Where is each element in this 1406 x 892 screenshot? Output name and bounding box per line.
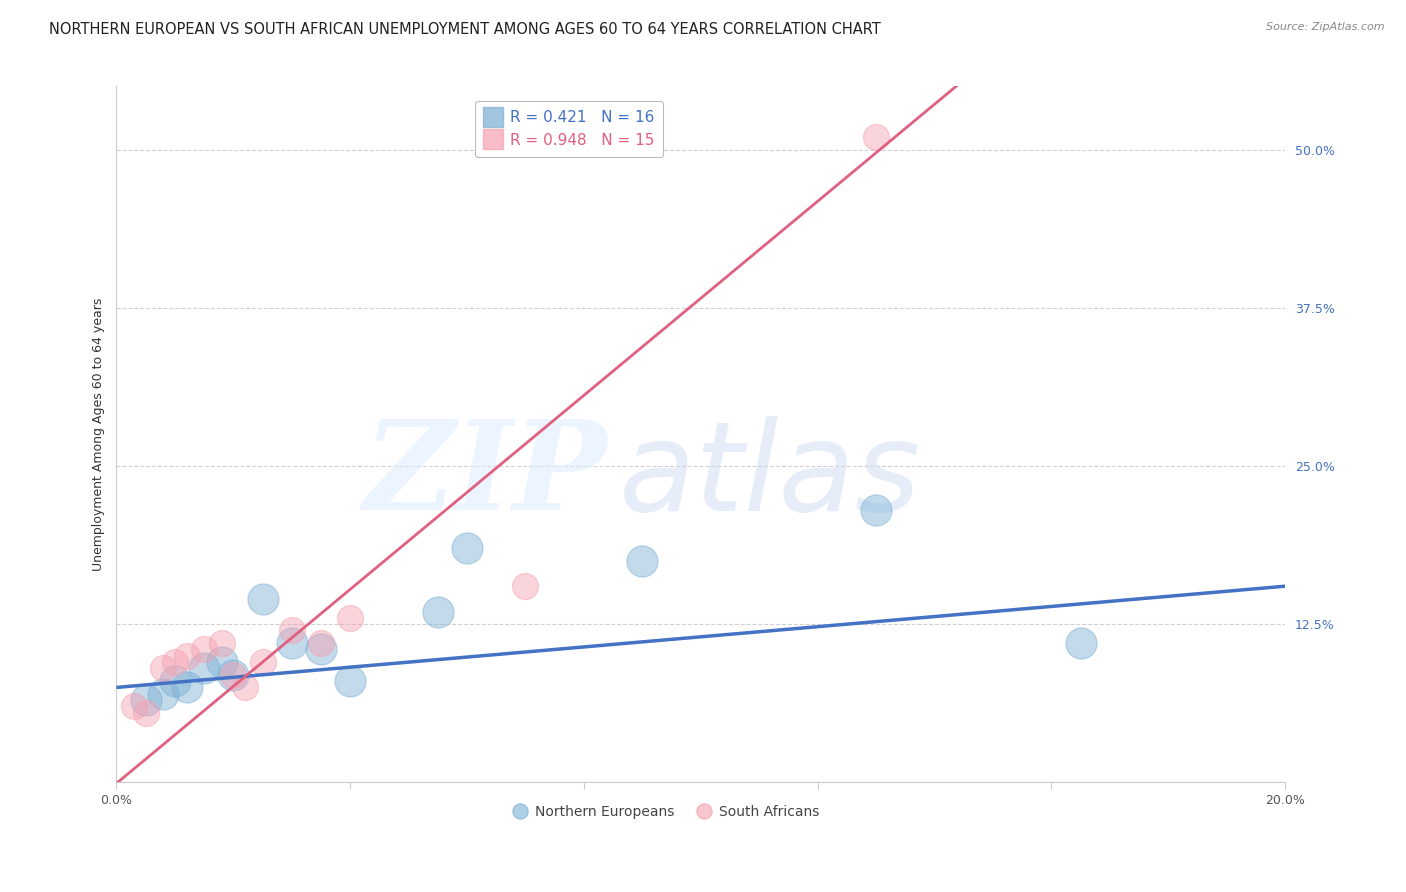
Point	[280, 624, 302, 638]
Point	[252, 655, 274, 669]
Text: NORTHERN EUROPEAN VS SOUTH AFRICAN UNEMPLOYMENT AMONG AGES 60 TO 64 YEARS CORREL: NORTHERN EUROPEAN VS SOUTH AFRICAN UNEMP…	[49, 22, 882, 37]
Point	[193, 661, 215, 675]
Point	[163, 674, 186, 689]
Text: Source: ZipAtlas.com: Source: ZipAtlas.com	[1267, 22, 1385, 32]
Point	[135, 693, 157, 707]
Point	[135, 706, 157, 720]
Legend: Northern Europeans, South Africans: Northern Europeans, South Africans	[506, 799, 825, 824]
Point	[252, 591, 274, 606]
Point	[309, 636, 332, 650]
Point	[222, 667, 245, 681]
Point	[193, 642, 215, 657]
Point	[426, 605, 449, 619]
Point	[176, 681, 198, 695]
Point	[211, 636, 233, 650]
Y-axis label: Unemployment Among Ages 60 to 64 years: Unemployment Among Ages 60 to 64 years	[93, 298, 105, 571]
Point	[152, 687, 174, 701]
Point	[222, 667, 245, 681]
Point	[339, 674, 361, 689]
Point	[309, 642, 332, 657]
Point	[163, 655, 186, 669]
Point	[233, 681, 256, 695]
Point	[152, 661, 174, 675]
Point	[211, 655, 233, 669]
Point	[865, 503, 887, 517]
Text: atlas: atlas	[619, 416, 921, 537]
Point	[339, 611, 361, 625]
Point	[176, 648, 198, 663]
Point	[122, 699, 145, 714]
Point	[1070, 636, 1092, 650]
Text: ZIP: ZIP	[364, 416, 607, 537]
Point	[865, 130, 887, 145]
Point	[515, 579, 537, 593]
Point	[631, 554, 654, 568]
Point	[456, 541, 478, 556]
Point	[280, 636, 302, 650]
